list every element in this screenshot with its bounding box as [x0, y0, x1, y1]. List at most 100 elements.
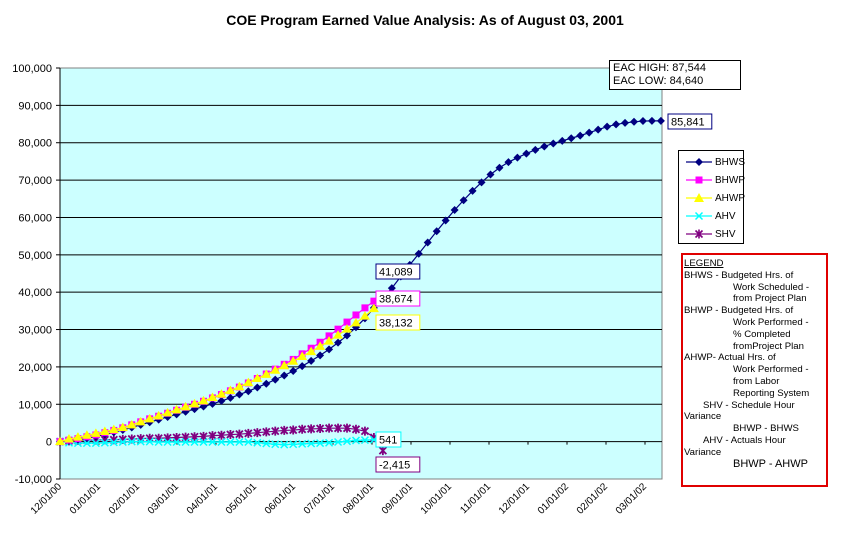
legend-item-ahv: AHV	[685, 209, 736, 223]
data-point-bhws	[432, 227, 441, 236]
data-point-ahv	[325, 438, 334, 447]
legend-label: AHWP	[715, 192, 745, 204]
data-label-shv-box	[375, 456, 421, 473]
data-point-ahwp	[333, 330, 344, 339]
data-label-ahv: 541	[379, 435, 397, 447]
legend-note-line: BHWP - BHWS	[733, 423, 799, 435]
data-point-ahv	[351, 436, 361, 445]
data-point-bhws	[441, 216, 450, 225]
data-point-bhws	[343, 331, 352, 340]
data-point-ahwp	[99, 426, 110, 436]
data-point-bhws	[549, 139, 558, 148]
x-tick-label: 11/01/01	[458, 481, 493, 516]
data-point-ahv	[289, 440, 298, 449]
data-point-shv	[208, 431, 217, 441]
data-point-ahv	[208, 437, 217, 447]
x-tick-label: 01/01/02	[536, 481, 572, 517]
data-point-ahwp	[350, 317, 361, 327]
y-tick-label: 20,000	[18, 362, 52, 374]
data-point-ahv	[235, 437, 244, 447]
chart-title: COE Program Earned Value Analysis: As of…	[226, 12, 624, 28]
data-point-bhws	[558, 136, 567, 145]
data-label-bhws-final-box	[667, 113, 713, 130]
data-point-shv	[235, 429, 244, 439]
data-point-bhwp	[361, 304, 369, 312]
legend-marker-icon	[686, 193, 712, 202]
data-point-bhws	[594, 125, 603, 134]
data-label-bhws-final: 85,841	[671, 117, 705, 129]
legend-note-line: SHV - Schedule Hour	[703, 399, 795, 411]
data-point-ahwp	[324, 336, 335, 345]
legend-note-line: Work Performed -	[733, 316, 809, 328]
x-tick-label: 12/01/00	[29, 481, 65, 517]
data-point-ahv	[163, 437, 172, 447]
y-tick-label: 0	[46, 437, 52, 449]
data-point-bhwp	[343, 318, 351, 326]
data-label-bhwp-box	[375, 290, 421, 307]
eac-annotation-box: EAC HIGH: 87,544 EAC LOW: 84,640	[609, 60, 741, 90]
data-point-bhws	[459, 196, 468, 205]
data-point-ahv	[181, 437, 190, 447]
data-point-ahwp	[261, 369, 272, 378]
x-tick-label: 12/01/01	[497, 481, 533, 517]
data-point-bhwp	[352, 311, 360, 319]
data-point-bhws	[513, 153, 522, 162]
data-point-shv	[315, 424, 325, 434]
data-point-ahv	[154, 437, 163, 447]
data-point-bhws	[307, 356, 316, 365]
data-point-bhws	[387, 284, 396, 293]
x-tick-label: 03/01/02	[614, 481, 650, 517]
data-point-shv	[378, 446, 388, 456]
legend-note-line: from Labor	[733, 375, 780, 387]
legend-label: BHWP	[715, 174, 745, 186]
data-point-ahwp	[234, 381, 245, 391]
data-point-shv	[324, 423, 334, 433]
data-point-bhws	[585, 128, 594, 137]
data-point-ahv	[118, 437, 127, 447]
data-point-ahv	[280, 440, 289, 449]
data-point-ahv	[109, 438, 118, 447]
legend-label: AHV	[715, 210, 736, 222]
legend-note-line: BHWP - Budgeted Hrs. of	[684, 305, 794, 317]
data-point-ahwp	[368, 303, 379, 313]
data-point-ahv	[127, 437, 136, 446]
data-point-bhws	[647, 116, 656, 125]
y-tick-label: 30,000	[18, 325, 52, 337]
data-point-bhws	[621, 118, 630, 127]
data-point-shv	[244, 428, 253, 438]
legend-note-line: Work Scheduled -	[733, 281, 810, 293]
data-point-bhws	[316, 351, 325, 360]
data-point-bhwp	[370, 297, 378, 305]
legend-note-line: AHWP- Actual Hrs. of	[684, 352, 776, 364]
data-point-bhws	[280, 371, 289, 380]
x-tick-label: 03/01/01	[146, 481, 182, 517]
legend-item-bhws: BHWS	[685, 155, 745, 169]
data-point-ahwp	[144, 413, 155, 423]
legend-marker-icon	[686, 229, 712, 239]
y-tick-label: 90,000	[18, 100, 52, 112]
data-point-ahwp	[63, 434, 74, 443]
y-tick-label: 50,000	[18, 250, 52, 262]
data-point-ahwp	[225, 385, 236, 394]
data-point-shv	[226, 430, 235, 440]
data-label-ahwp-box	[375, 314, 421, 331]
legend-label: BHWS	[715, 156, 745, 168]
data-point-bhwp	[325, 332, 333, 340]
data-point-ahv	[82, 439, 91, 448]
data-point-ahwp	[55, 436, 65, 446]
data-point-ahwp	[207, 392, 218, 402]
data-point-bhws	[504, 158, 513, 167]
legend-note-line: from Project Plan	[733, 293, 807, 305]
data-point-bhws	[289, 367, 298, 376]
data-point-bhws	[325, 345, 334, 354]
data-point-ahv	[190, 437, 199, 447]
data-point-ahv	[342, 437, 352, 446]
legend-item-shv: SHV	[685, 227, 736, 241]
data-point-bhws	[567, 134, 576, 143]
data-point-ahv	[226, 437, 235, 447]
x-tick-label: 07/01/01	[302, 481, 338, 517]
data-label-ahv-box	[375, 431, 402, 448]
data-point-bhws	[235, 390, 244, 399]
y-tick-label: 10,000	[18, 399, 52, 411]
data-point-bhws	[656, 116, 665, 125]
